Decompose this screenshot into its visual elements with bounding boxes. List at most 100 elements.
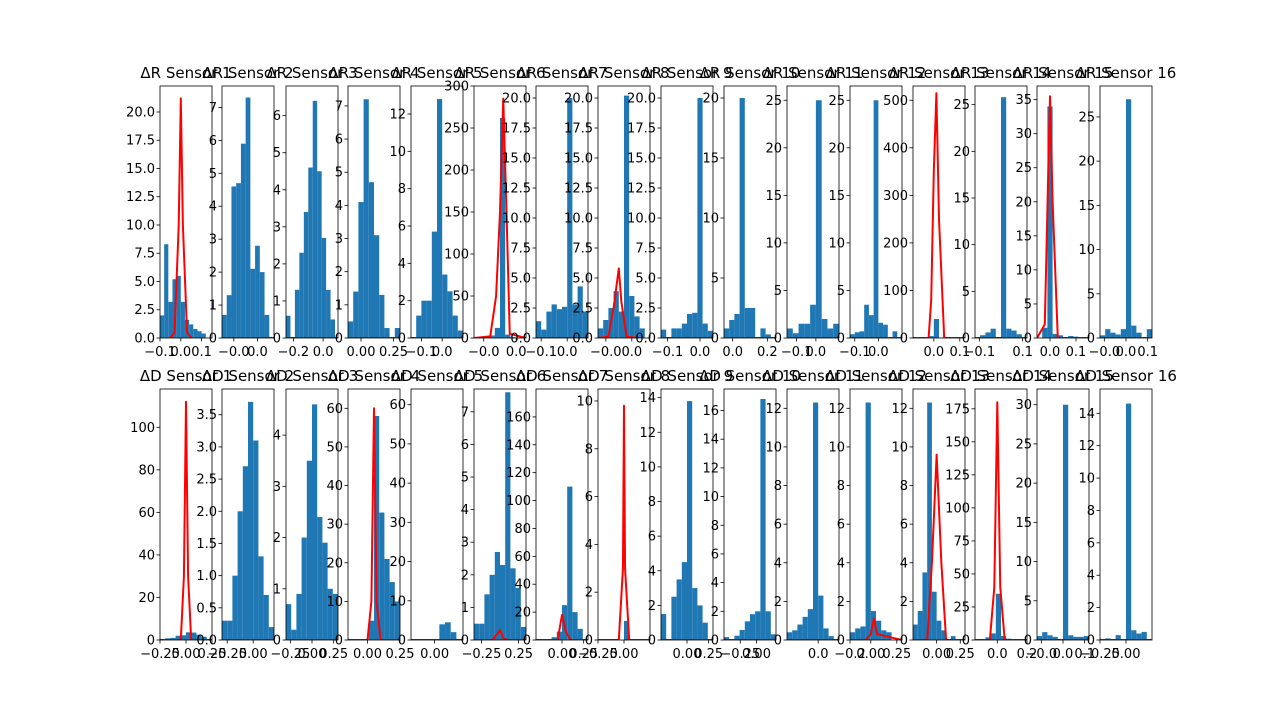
chart-1-curve bbox=[169, 97, 193, 338]
chart-7-bar-8 bbox=[572, 304, 578, 338]
chart-22-xtick-label-2: 0.25 bbox=[504, 647, 533, 662]
chart-5-bar-3 bbox=[421, 300, 427, 338]
chart-28-bar-2 bbox=[855, 628, 861, 640]
chart-27-axes-frame bbox=[786, 388, 840, 641]
chart-28-ytick-label-1: 0 bbox=[837, 634, 845, 649]
chart-4-xtick-label-2: 0.25 bbox=[379, 345, 408, 360]
chart-11-bar-6 bbox=[815, 100, 822, 338]
chart-18-title: ΔD Sensor 2 bbox=[202, 367, 294, 385]
chart-2-ytick-label-4: 3 bbox=[209, 233, 217, 248]
chart-10-bar-3 bbox=[734, 314, 740, 338]
chart-1-xtick-label-3: 0.1 bbox=[191, 345, 212, 360]
chart-17-xtick-label-1: −0.25 bbox=[140, 647, 180, 662]
chart-22-ytick-label-6: 5 bbox=[461, 471, 469, 486]
chart-7-xtick-label-1: −0.1 bbox=[525, 345, 557, 360]
chart-30-bar-4 bbox=[990, 633, 996, 640]
chart-31-ytick-label-1: 0 bbox=[1024, 634, 1032, 649]
chart-10-ytick-label-5: 20 bbox=[702, 92, 719, 107]
chart-19-bar-7 bbox=[317, 517, 323, 640]
chart-25-marks bbox=[661, 401, 713, 640]
chart-7-bar-10 bbox=[582, 311, 588, 338]
chart-14-ytick-label-2: 5 bbox=[962, 285, 970, 300]
chart-26-bar-5 bbox=[744, 621, 750, 640]
chart-4-bar-2 bbox=[353, 291, 359, 338]
chart-32-bar-9 bbox=[1141, 631, 1147, 640]
chart-21-ytick-label-7: 60 bbox=[389, 398, 406, 413]
chart-5-ytick-label-2: 2 bbox=[398, 294, 406, 309]
chart-4-marks bbox=[348, 99, 400, 338]
chart-5-bar-6 bbox=[437, 99, 443, 338]
chart-23-bar-4 bbox=[551, 637, 557, 640]
chart-14-ytick-label-3: 10 bbox=[953, 238, 970, 253]
chart-11-bar-4 bbox=[804, 323, 811, 338]
chart-27-ytick-label-7: 12 bbox=[765, 402, 782, 417]
chart-31-bar-9 bbox=[1078, 636, 1084, 640]
chart-12-bar-5 bbox=[868, 315, 874, 338]
chart-2-marks bbox=[222, 97, 274, 338]
chart-12-bar-1 bbox=[850, 334, 855, 338]
chart-32-xtick-label-1: −0.25 bbox=[1080, 647, 1120, 662]
chart-28-ytick-label-7: 12 bbox=[828, 402, 845, 417]
chart-24-ytick-label-4: 6 bbox=[585, 490, 593, 505]
chart-15-curve bbox=[1037, 95, 1089, 338]
chart-16-marks bbox=[1100, 99, 1152, 338]
chart-21-marks bbox=[411, 622, 463, 640]
chart-10-ytick-label-3: 10 bbox=[702, 212, 719, 227]
chart-28-xtick-label-2: 0.00 bbox=[856, 647, 885, 662]
chart-17-marks bbox=[160, 400, 212, 640]
chart-14-ytick-label-1: 0 bbox=[962, 332, 970, 347]
chart-23-ytick-label-7: 120 bbox=[506, 466, 531, 481]
chart-21-xtick-label-1: 0.00 bbox=[420, 647, 449, 662]
chart-1-ytick-label-7: 15.0 bbox=[126, 162, 155, 177]
chart-29-ytick-label-3: 4 bbox=[900, 556, 908, 571]
chart-27-bar-3 bbox=[797, 624, 803, 640]
chart-20-bar-5 bbox=[368, 620, 374, 640]
chart-22-ytick-label-7: 6 bbox=[461, 438, 469, 453]
chart-25-ytick-label-6: 10 bbox=[639, 460, 656, 475]
chart-20-marks bbox=[348, 407, 400, 640]
chart-20-ytick-label-1: 0 bbox=[335, 634, 343, 649]
chart-25-bar-6 bbox=[687, 401, 693, 640]
chart-12-axes-frame bbox=[849, 85, 903, 339]
chart-32-panel: 0 2 4 6 8 10 12 14 −0.250.00 ΔD Sensor 16 bbox=[1075, 367, 1177, 662]
chart-21-bar-6 bbox=[439, 624, 446, 640]
chart-2-panel: 0 1 2 3 4 5 6 7 −0.00.0 ΔR Sensor 2 bbox=[202, 64, 293, 360]
chart-25-bar-7 bbox=[692, 588, 698, 640]
chart-8-bar-5 bbox=[618, 311, 624, 338]
chart-13-ytick-label-2: 100 bbox=[883, 284, 908, 299]
chart-4-ytick-label-4: 3 bbox=[335, 232, 343, 247]
chart-29-bar-2 bbox=[917, 611, 923, 640]
chart-17-ytick-label-1: 0 bbox=[147, 634, 155, 649]
chart-26-ytick-label-8: 14 bbox=[702, 433, 719, 448]
chart-19-bar-10 bbox=[332, 593, 338, 640]
chart-4-ytick-label-7: 6 bbox=[335, 133, 343, 148]
chart-26-xtick-label-2: 0.00 bbox=[742, 647, 771, 662]
chart-11-bar-3 bbox=[798, 323, 805, 338]
chart-8-curve bbox=[598, 267, 640, 338]
chart-1-ytick-label-8: 17.5 bbox=[126, 134, 155, 149]
chart-15-ytick-label-1: 0 bbox=[1024, 332, 1032, 347]
chart-11-xtick-label-1: −0.1 bbox=[781, 345, 813, 360]
chart-4-ytick-label-5: 4 bbox=[335, 199, 343, 214]
chart-22-bar-8 bbox=[510, 568, 516, 640]
chart-7-ytick-label-5: 10.0 bbox=[502, 212, 531, 227]
chart-19-xtick-label-3: 0.25 bbox=[319, 647, 348, 662]
chart-26-panel: 0 2 4 6 8 10 12 14 16 −0.250.00 ΔD Sensor 10 bbox=[699, 367, 801, 662]
chart-25-bar-5 bbox=[681, 562, 687, 640]
chart-16-title: ΔR Sensor 16 bbox=[1076, 64, 1177, 82]
chart-12-xtick-label-1: −0.1 bbox=[839, 345, 871, 360]
chart-8-xtick-label-1: −0.0 bbox=[590, 345, 622, 360]
chart-6-ytick-label-2: 50 bbox=[452, 290, 469, 305]
chart-10-xtick-label-2: 0.2 bbox=[757, 345, 778, 360]
chart-16-xtick-label-3: 0.1 bbox=[1137, 345, 1158, 360]
chart-2-bar-2 bbox=[226, 295, 232, 338]
chart-11-title: ΔR Sensor 11 bbox=[763, 64, 864, 82]
chart-9-bar-7 bbox=[692, 312, 698, 338]
chart-13-title: ΔR Sensor 13 bbox=[889, 64, 990, 82]
chart-8-bar-6 bbox=[624, 95, 630, 338]
chart-11-xtick-label-2: 0.0 bbox=[806, 345, 827, 360]
chart-28-title: ΔD Sensor 12 bbox=[825, 367, 927, 385]
chart-10-ytick-label-1: 0 bbox=[711, 332, 719, 347]
chart-4-bar-1 bbox=[348, 321, 354, 338]
chart-31-ytick-label-5: 20 bbox=[1015, 477, 1032, 492]
